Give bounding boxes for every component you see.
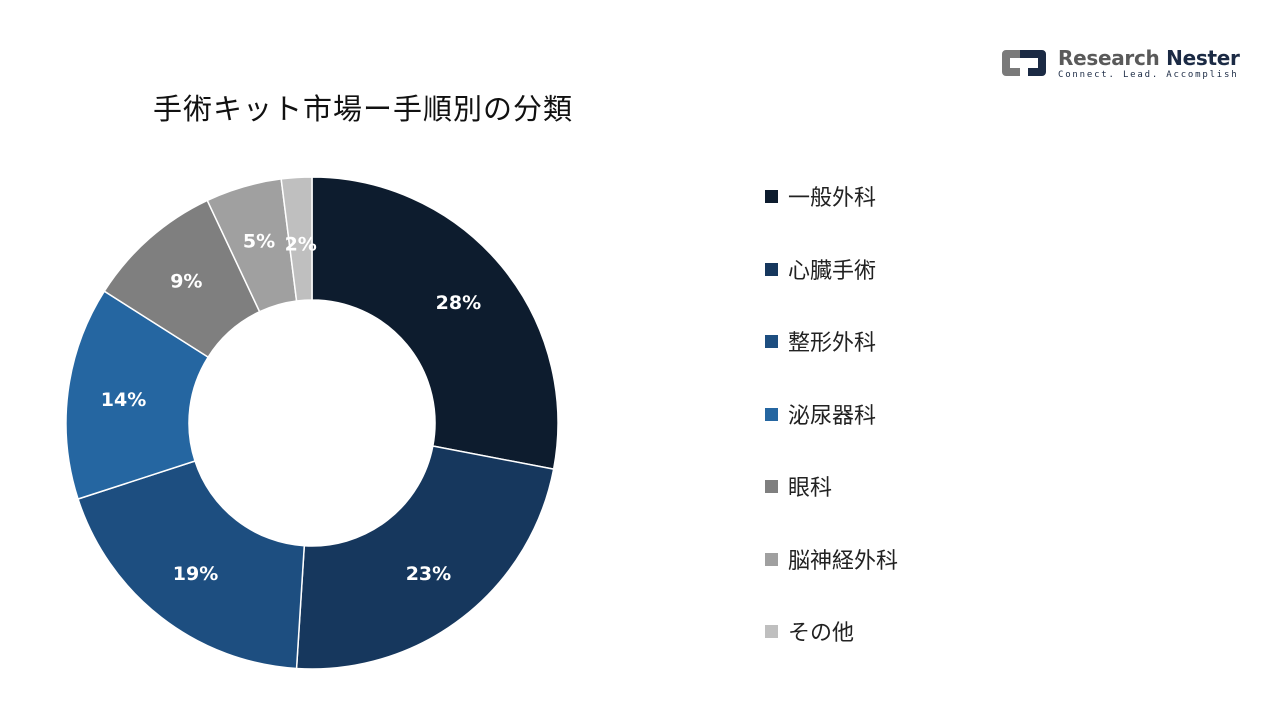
legend-swatch [765, 480, 778, 493]
legend-swatch [765, 625, 778, 638]
donut-chart: 28% 23% 19% 14% 9% 5% 2% [65, 176, 559, 670]
chart-title: 手術キット市場ー手順別の分類 [153, 92, 574, 126]
legend-label: 一般外科 [788, 186, 877, 211]
legend-label: 脳神経外科 [788, 548, 899, 574]
donut-slice-3 [77, 460, 306, 670]
slice-value-label-3: 19% [173, 563, 218, 585]
donut-slice-1 [311, 176, 559, 470]
legend-swatch [765, 190, 778, 203]
legend-swatch [765, 407, 778, 421]
legend-swatch [765, 262, 778, 276]
legend-label: 心臓手術 [788, 258, 877, 284]
legend-swatch [765, 335, 778, 348]
logo-name-part1: Research [1058, 46, 1160, 70]
slice-value-label-4: 14% [101, 389, 146, 411]
slice-value-label-1: 28% [436, 292, 481, 314]
slice-value-label-6: 5% [243, 231, 275, 253]
slice-value-label-5: 9% [170, 270, 202, 292]
logo-mark-icon [1002, 50, 1046, 76]
donut-slice-4 [65, 290, 210, 500]
slice-value-label-2: 23% [406, 563, 451, 585]
legend-label: 眼科 [788, 476, 833, 501]
research-nester-logo: Research Nester Connect. Lead. Accomplis… [998, 46, 1240, 86]
donut-slice-2 [295, 445, 555, 670]
legend-label: 整形外科 [788, 331, 877, 356]
slice-value-label-7: 2% [285, 233, 317, 255]
legend-swatch [765, 552, 778, 566]
logo-name-part2: Nester [1166, 46, 1240, 70]
legend-label: 泌尿器科 [788, 403, 877, 429]
logo-name: Research Nester [1058, 46, 1240, 70]
logo-tagline: Connect. Lead. Accomplish [1058, 70, 1239, 80]
donut-slice-7 [280, 176, 313, 302]
legend-label: その他 [788, 621, 855, 646]
